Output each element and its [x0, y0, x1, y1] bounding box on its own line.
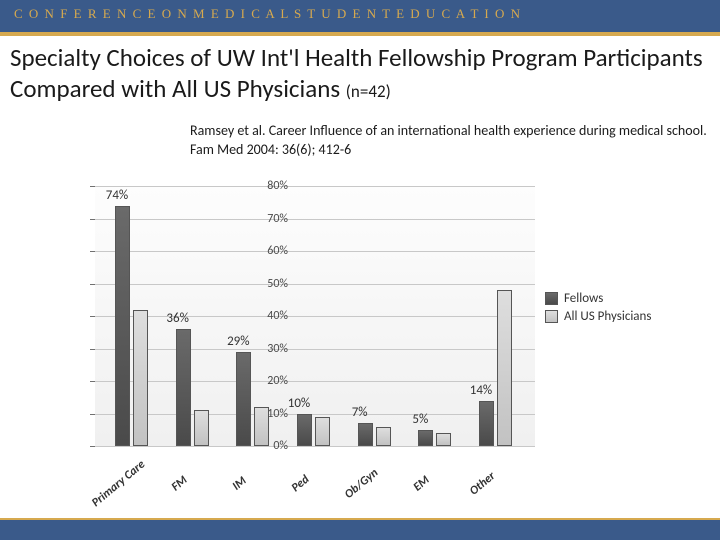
chart-bar-value-label: 74%: [93, 188, 141, 203]
chart-bar: [115, 206, 130, 447]
legend-swatch: [545, 310, 558, 323]
legend-swatch: [545, 292, 558, 305]
chart-y-tick: [90, 349, 95, 350]
chart-bar-group: 5%: [412, 186, 460, 446]
chart-x-label: FM: [148, 456, 211, 512]
chart-x-label: Primary Care: [87, 456, 150, 512]
chart-y-tick: [90, 186, 95, 187]
chart-bar: [479, 401, 494, 447]
chart-x-label: IM: [209, 456, 272, 512]
chart-bar-group: 7%: [352, 186, 400, 446]
chart-bar: [358, 423, 373, 446]
legend-row: All US Physicians: [545, 309, 651, 324]
chart-bar-group: 36%: [170, 186, 218, 446]
chart-x-label: Ob/Gyn: [330, 456, 393, 512]
chart-y-tick: [90, 219, 95, 220]
chart-y-tick-label: 80%: [240, 179, 288, 193]
chart-bar: [176, 329, 191, 446]
chart-y-tick-label: 10%: [240, 407, 288, 421]
citation-text: Ramsey et al. Career Influence of an int…: [190, 122, 710, 160]
chart-y-tick-label: 0%: [240, 439, 288, 453]
chart-bar: [194, 410, 209, 446]
chart-bar: [133, 310, 148, 447]
slide-title-sub: (n=42): [346, 81, 391, 102]
chart-bar: [297, 414, 312, 447]
chart-y-tick-label: 70%: [240, 212, 288, 226]
header-accent-rule: [0, 32, 720, 36]
chart-y-tick-label: 20%: [240, 374, 288, 388]
legend-label: All US Physicians: [564, 309, 651, 324]
chart-bar: [236, 352, 251, 446]
chart-bar-value-label: 5%: [396, 412, 444, 427]
chart-bar: [376, 427, 391, 447]
legend-row: Fellows: [545, 291, 651, 306]
chart-x-label: Ped: [269, 456, 332, 512]
chart-gridline: [95, 446, 535, 447]
chart-bar-value-label: 36%: [154, 311, 202, 326]
chart-y-tick-label: 60%: [240, 244, 288, 258]
footer-banner: [0, 518, 720, 540]
chart-bar: [497, 290, 512, 446]
chart-x-label: Other: [451, 456, 514, 512]
chart-y-tick: [90, 251, 95, 252]
chart-y-tick-label: 40%: [240, 309, 288, 323]
chart-bar: [418, 430, 433, 446]
chart-y-tick: [90, 446, 95, 447]
chart-bar-group: 10%: [291, 186, 339, 446]
specialty-bar-chart: 74%36%29%10%7%5%14% 0%10%20%30%40%50%60%…: [40, 186, 680, 506]
header-banner-text: C O N F E R E N C E O N M E D I C A L S …: [14, 6, 522, 22]
chart-bar: [315, 417, 330, 446]
legend-label: Fellows: [564, 291, 603, 306]
slide-title: Specialty Choices of UW Int'l Health Fel…: [10, 43, 710, 104]
chart-bar-group: 74%: [109, 186, 157, 446]
chart-y-tick-label: 30%: [240, 342, 288, 356]
chart-legend: Fellows All US Physicians: [545, 291, 651, 327]
chart-bar-value-label: 7%: [336, 405, 384, 420]
chart-bar: [436, 433, 451, 446]
chart-y-tick: [90, 414, 95, 415]
chart-bar-value-label: 14%: [457, 383, 505, 398]
chart-y-tick: [90, 316, 95, 317]
chart-y-tick: [90, 381, 95, 382]
chart-bar-group: 14%: [473, 186, 521, 446]
chart-y-tick: [90, 284, 95, 285]
chart-y-tick-label: 50%: [240, 277, 288, 291]
chart-x-label: EM: [391, 456, 454, 512]
chart-plot-area: 74%36%29%10%7%5%14%: [95, 186, 535, 447]
